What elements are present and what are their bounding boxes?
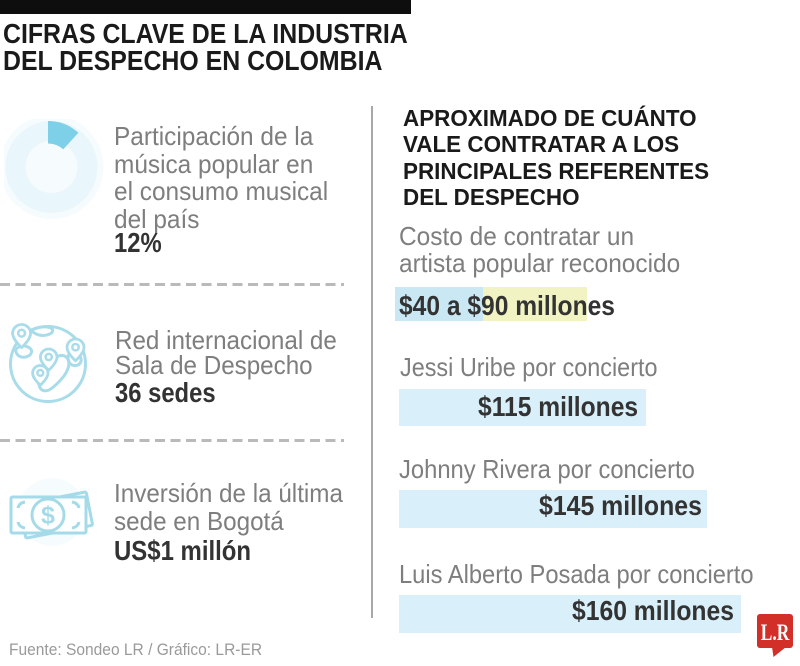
svg-text:L.R: L.R — [761, 620, 790, 645]
svg-text:$: $ — [41, 502, 55, 530]
